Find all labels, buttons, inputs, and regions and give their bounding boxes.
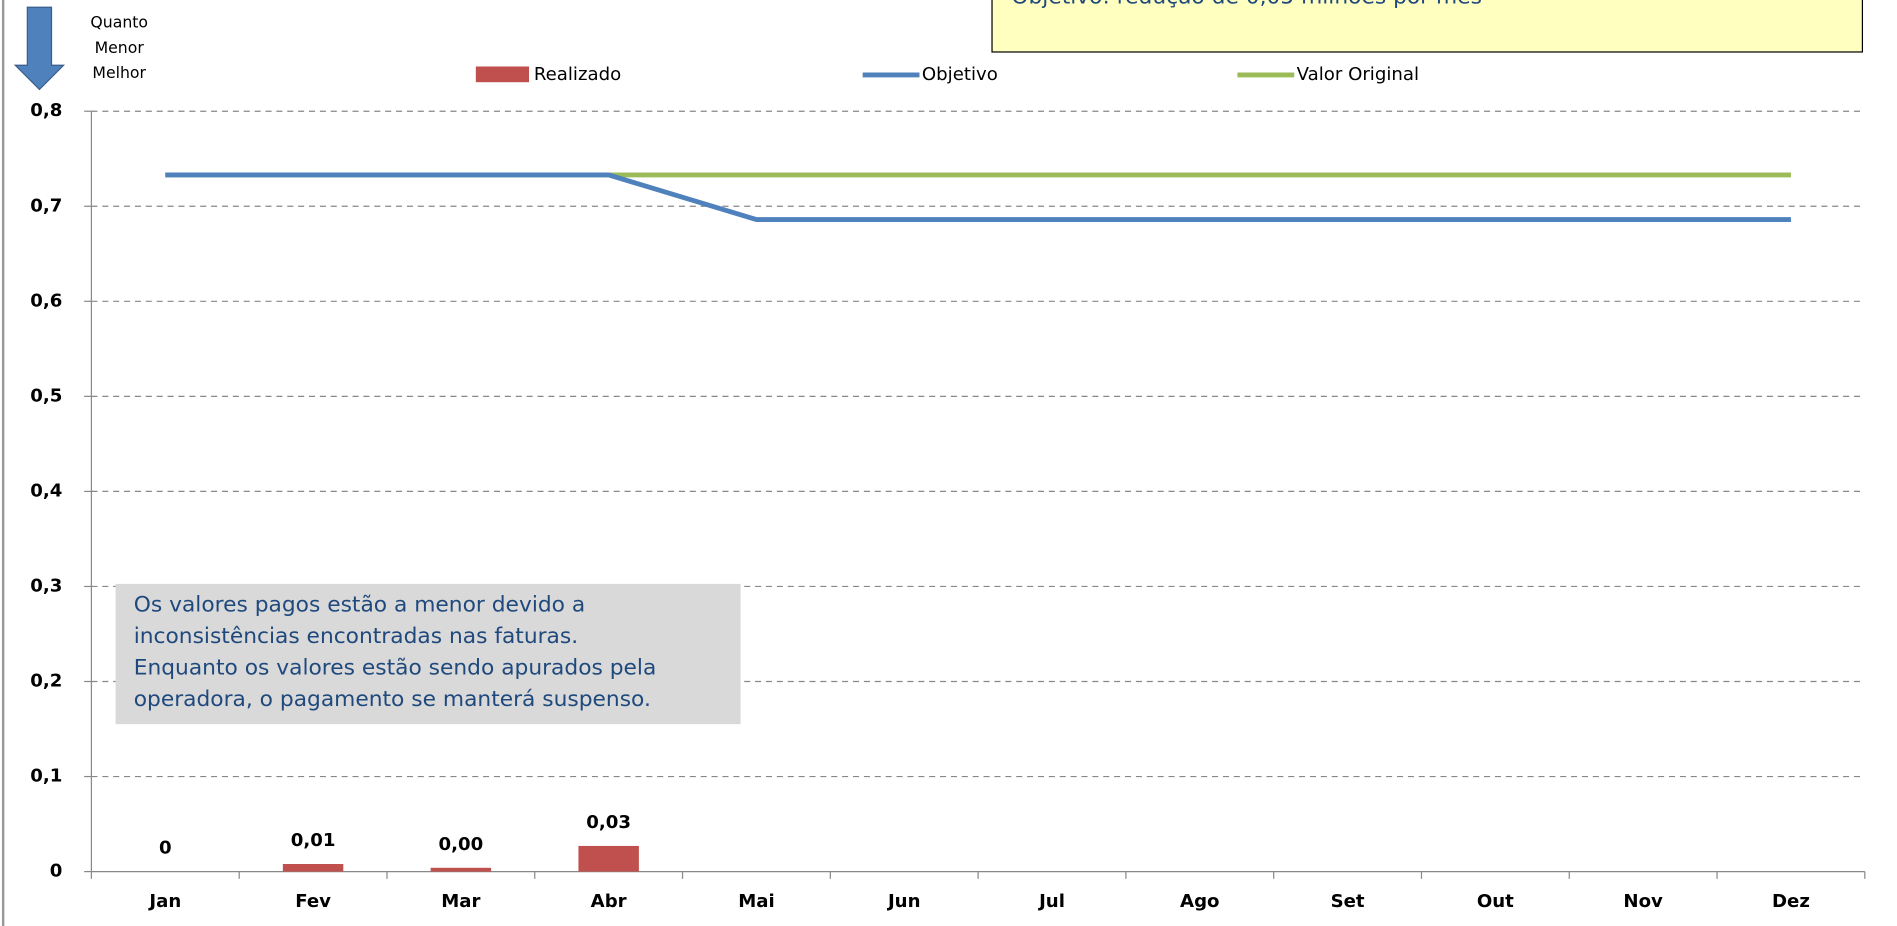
arrow-label: Menor: [95, 38, 145, 57]
y-tick-label: 0,2: [30, 671, 62, 692]
bar: [430, 867, 492, 872]
x-tick-label: Nov: [1623, 891, 1663, 912]
arrow-label: Melhor: [92, 63, 146, 82]
y-tick-label: 0: [50, 861, 63, 882]
y-tick-label: 0,6: [30, 290, 62, 311]
x-tick-label: Dez: [1772, 891, 1810, 912]
data-label: 0,03: [586, 812, 631, 833]
arrow-label: Quanto: [90, 12, 148, 31]
x-tick-label: Abr: [591, 891, 627, 912]
legend-label: Valor Original: [1297, 64, 1419, 85]
x-tick-label: Jan: [147, 891, 181, 912]
annotation-line: operadora, o pagamento se manterá suspen…: [134, 687, 651, 712]
data-label: 0,01: [291, 830, 336, 851]
y-tick-label: 0,1: [30, 766, 62, 787]
annotation-line: inconsistências encontradas nas faturas.: [134, 624, 578, 649]
bar: [578, 845, 639, 872]
y-tick-label: 0,8: [30, 100, 62, 121]
x-tick-label: Jul: [1037, 891, 1065, 912]
x-tick-label: Set: [1331, 891, 1365, 912]
y-tick-label: 0,7: [30, 195, 62, 216]
x-tick-label: Out: [1477, 891, 1514, 912]
annotation-line: Enquanto os valores estão sendo apurados…: [134, 656, 657, 681]
x-tick-label: Jun: [886, 891, 921, 912]
x-tick-label: Fev: [295, 891, 331, 912]
bar: [282, 863, 344, 872]
legend-swatch: [475, 66, 530, 83]
top-note: Objetivo: redução de 0,05 milhões por mê…: [1011, 0, 1482, 10]
x-tick-label: Mai: [738, 891, 774, 912]
x-tick-label: Mar: [441, 891, 480, 912]
data-label: 0,00: [439, 834, 484, 855]
legend-label: Realizado: [534, 64, 621, 85]
y-tick-label: 0,4: [30, 480, 62, 501]
line: [165, 172, 1791, 222]
down-arrow: [13, 6, 66, 91]
x-tick-label: Ago: [1180, 891, 1219, 912]
legend-label: Objetivo: [922, 64, 998, 85]
y-tick-label: 0,5: [30, 385, 62, 406]
annotation-box: [115, 583, 741, 725]
y-tick-label: 0,3: [30, 575, 62, 596]
plot: 0 0,1 0,2 0,3 0,4 0,5 0,6 0,7 0,8 Jan Fev Mar Abr Mai…: [30, 100, 1866, 912]
top-note-box: [991, 0, 1864, 53]
data-label: 0: [159, 838, 172, 859]
annotation-line: Os valores pagos estão a menor devido a: [134, 593, 586, 618]
